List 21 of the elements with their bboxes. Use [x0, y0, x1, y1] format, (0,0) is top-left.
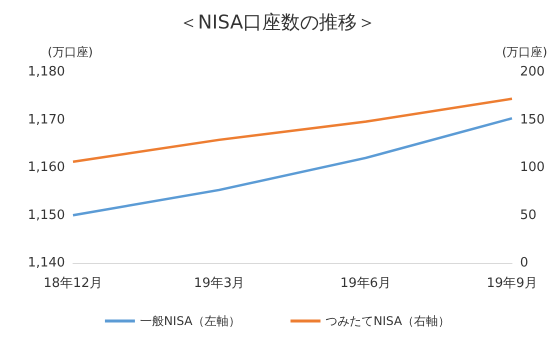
y2-tick-label: 100 — [520, 160, 545, 175]
y2-tick-label: 0 — [520, 256, 528, 270]
y2-tick-label: 150 — [520, 112, 545, 128]
y2-tick-label: 200 — [520, 64, 545, 80]
y-tick-label: 1,140 — [28, 256, 65, 270]
y2-axis-title: (万口座) — [502, 45, 548, 59]
legend-label: つみたてNISA（右軸） — [326, 314, 450, 328]
x-tick-label: 19年9月 — [486, 276, 538, 291]
y2-tick-label: 50 — [520, 208, 537, 223]
line-series — [72, 97, 514, 164]
x-tick-label: 18年12月 — [43, 276, 103, 291]
x-tick-label: 19年3月 — [194, 276, 245, 291]
y-axis-title: (万口座) — [48, 45, 93, 59]
line-series — [72, 117, 514, 216]
legend-label: 一般NISA（左軸） — [140, 314, 241, 328]
y-tick-label: 1,180 — [28, 64, 65, 80]
chart-title: ＜NISA口座数の推移＞ — [178, 12, 376, 34]
y-tick-label: 1,170 — [28, 112, 65, 128]
y-tick-label: 1,160 — [28, 160, 65, 175]
y-tick-label: 1,150 — [28, 208, 65, 223]
x-tick-label: 19年6月 — [340, 276, 392, 291]
